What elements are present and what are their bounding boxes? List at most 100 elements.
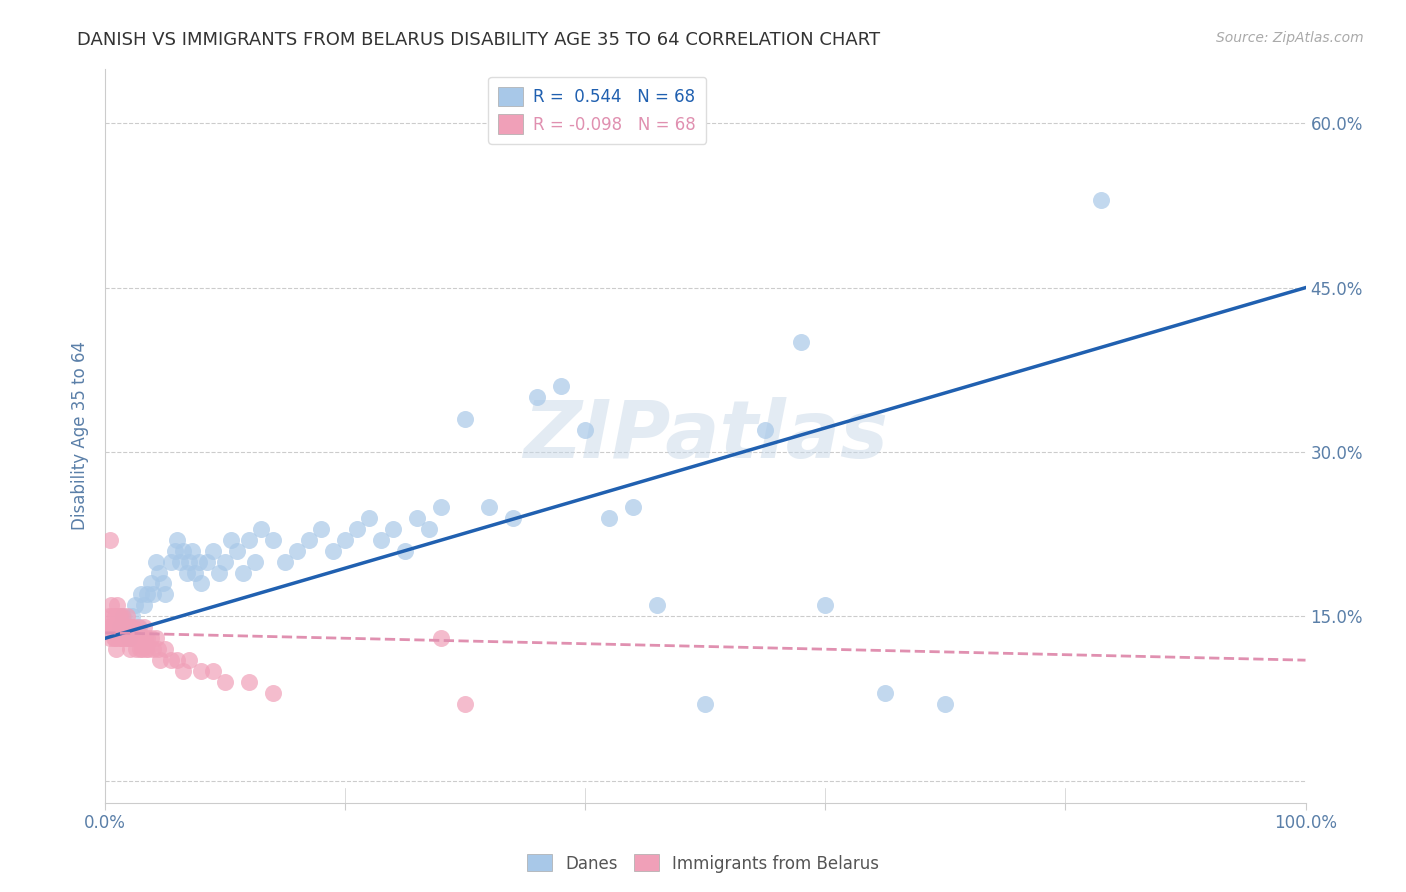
Point	[219, 533, 242, 547]
Point	[98, 632, 121, 646]
Point	[121, 620, 143, 634]
Point	[238, 533, 260, 547]
Point	[105, 642, 128, 657]
Point	[754, 423, 776, 437]
Point	[127, 620, 149, 634]
Point	[128, 632, 150, 646]
Point	[214, 675, 236, 690]
Point	[430, 632, 453, 646]
Point	[124, 599, 146, 613]
Point	[107, 632, 129, 646]
Point	[105, 599, 128, 613]
Point	[111, 609, 134, 624]
Point	[142, 642, 165, 657]
Point	[245, 555, 267, 569]
Point	[172, 543, 194, 558]
Point	[226, 543, 249, 558]
Point	[172, 664, 194, 678]
Point	[108, 609, 131, 624]
Point	[250, 522, 273, 536]
Point	[478, 500, 501, 514]
Point	[238, 675, 260, 690]
Point	[190, 664, 212, 678]
Point	[160, 555, 183, 569]
Point	[335, 533, 357, 547]
Point	[208, 566, 231, 580]
Text: Source: ZipAtlas.com: Source: ZipAtlas.com	[1216, 31, 1364, 45]
Point	[100, 620, 122, 634]
Point	[124, 632, 146, 646]
Point	[184, 566, 207, 580]
Point	[129, 632, 152, 646]
Point	[148, 566, 170, 580]
Point	[111, 632, 134, 646]
Point	[112, 620, 135, 634]
Point	[138, 642, 160, 657]
Point	[163, 543, 186, 558]
Point	[135, 642, 157, 657]
Point	[107, 609, 129, 624]
Point	[155, 587, 177, 601]
Point	[112, 632, 135, 646]
Point	[146, 642, 169, 657]
Point	[180, 543, 202, 558]
Y-axis label: Disability Age 35 to 64: Disability Age 35 to 64	[72, 341, 89, 530]
Point	[934, 697, 956, 711]
Point	[179, 555, 201, 569]
Point	[112, 620, 135, 634]
Point	[136, 587, 159, 601]
Point	[139, 576, 162, 591]
Point	[406, 510, 429, 524]
Point	[108, 620, 131, 634]
Point	[454, 697, 477, 711]
Point	[169, 555, 191, 569]
Point	[187, 555, 209, 569]
Point	[574, 423, 596, 437]
Point	[115, 609, 138, 624]
Point	[108, 620, 131, 634]
Point	[120, 642, 142, 657]
Point	[598, 510, 620, 524]
Point	[790, 335, 813, 350]
Point	[359, 510, 381, 524]
Point	[110, 620, 132, 634]
Point	[155, 642, 177, 657]
Point	[105, 620, 128, 634]
Point	[214, 555, 236, 569]
Point	[152, 576, 174, 591]
Point	[550, 379, 572, 393]
Point	[502, 510, 524, 524]
Point	[118, 620, 141, 634]
Point	[110, 632, 132, 646]
Point	[526, 390, 548, 404]
Point	[145, 632, 167, 646]
Text: DANISH VS IMMIGRANTS FROM BELARUS DISABILITY AGE 35 TO 64 CORRELATION CHART: DANISH VS IMMIGRANTS FROM BELARUS DISABI…	[77, 31, 880, 49]
Point	[132, 620, 155, 634]
Point	[285, 543, 308, 558]
Point	[104, 609, 127, 624]
Point	[139, 632, 162, 646]
Point	[149, 653, 172, 667]
Point	[105, 620, 128, 634]
Point	[128, 620, 150, 634]
Point	[190, 576, 212, 591]
Point	[100, 599, 122, 613]
Point	[117, 620, 139, 634]
Point	[115, 620, 138, 634]
Point	[104, 632, 127, 646]
Point	[118, 632, 141, 646]
Point	[621, 500, 644, 514]
Point	[118, 632, 141, 646]
Point	[101, 609, 124, 624]
Point	[418, 522, 440, 536]
Point	[103, 632, 125, 646]
Point	[121, 609, 143, 624]
Point	[125, 642, 148, 657]
Point	[142, 587, 165, 601]
Point	[160, 653, 183, 667]
Point	[262, 533, 284, 547]
Point	[370, 533, 392, 547]
Point	[97, 620, 120, 634]
Point	[115, 620, 138, 634]
Legend: Danes, Immigrants from Belarus: Danes, Immigrants from Belarus	[520, 847, 886, 880]
